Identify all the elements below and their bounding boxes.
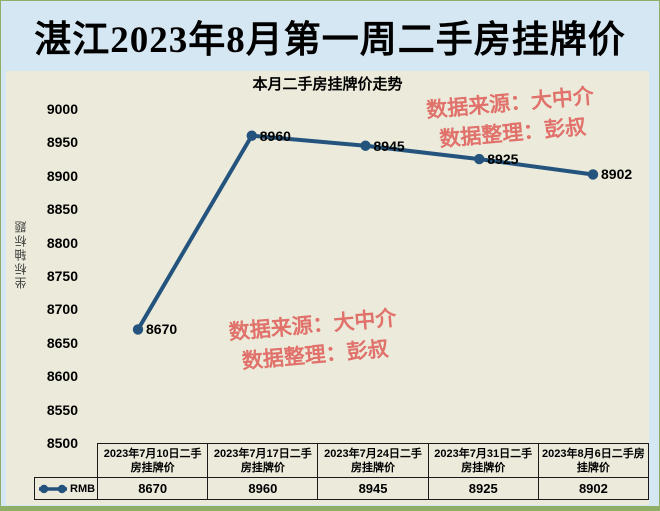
legend-cell: RMB bbox=[33, 477, 99, 500]
table-value-cell: 8925 bbox=[427, 477, 539, 500]
y-tick-label: 8750 bbox=[46, 268, 78, 284]
data-point-marker bbox=[587, 169, 599, 180]
chart-title: 本月二手房挂牌价走势 bbox=[252, 76, 403, 93]
y-tick-label: 8550 bbox=[46, 401, 78, 418]
data-point-label: 8902 bbox=[601, 166, 633, 183]
table-value-cell: 8960 bbox=[207, 477, 319, 500]
data-point-marker bbox=[474, 153, 485, 165]
y-tick-label: 8600 bbox=[46, 368, 78, 385]
table-header-row: 2023年7月10日二手房挂牌价 2023年7月17日二手房挂牌价 2023年7月2… bbox=[35, 443, 650, 478]
table-header-cell: 2023年7月31日二手房挂牌价 bbox=[427, 443, 539, 478]
y-tick-label: 9000 bbox=[46, 101, 78, 117]
legend-line-marker-icon bbox=[39, 484, 67, 493]
y-tick-label: 8900 bbox=[46, 167, 78, 184]
price-line bbox=[136, 133, 594, 331]
y-tick-label: 8800 bbox=[46, 234, 78, 251]
data-point-label: 8960 bbox=[259, 127, 291, 144]
legend-series-label: RMB bbox=[70, 482, 96, 495]
y-tick-label: 8500 bbox=[46, 435, 78, 451]
table-header-cell: 2023年7月10日二手房挂牌价 bbox=[97, 443, 209, 478]
data-point-label: 8925 bbox=[487, 151, 519, 168]
data-point-marker bbox=[246, 130, 257, 141]
table-header-cell: 2023年8月6日二手房挂牌价 bbox=[537, 443, 650, 478]
y-tick-label: 8950 bbox=[46, 134, 78, 151]
table-value-row: RMB 8670 8960 8945 8925 8902 bbox=[33, 477, 650, 500]
chart-panel: 本月二手房挂牌价走势 坐标轴标题 9000 8950 8900 8850 8800 875… bbox=[6, 71, 650, 505]
table-value-cell: 8902 bbox=[537, 477, 650, 500]
table-header-cell: 2023年7月17日二手房挂牌价 bbox=[207, 443, 319, 478]
y-tick-label: 8850 bbox=[46, 201, 78, 218]
table-corner-spacer bbox=[35, 444, 98, 478]
data-table: 2023年7月10日二手房挂牌价 2023年7月17日二手房挂牌价 2023年7月2… bbox=[33, 443, 650, 500]
page-title: 湛江2023年8月第一周二手房挂牌价 bbox=[34, 20, 626, 61]
y-tick-label: 8650 bbox=[46, 334, 78, 351]
table-value-cell: 8945 bbox=[317, 477, 429, 500]
data-point-label: 8945 bbox=[373, 137, 405, 154]
data-point-marker bbox=[360, 140, 371, 151]
table-header-cell: 2023年7月24日二手房挂牌价 bbox=[317, 443, 429, 478]
line-plot bbox=[132, 130, 599, 335]
data-point-label: 8670 bbox=[146, 321, 178, 338]
y-tick-label: 8700 bbox=[46, 301, 78, 318]
title-banner: 湛江2023年8月第一周二手房挂牌价 bbox=[1, 1, 659, 71]
data-point-marker bbox=[132, 324, 144, 335]
table-value-cell: 8670 bbox=[97, 477, 209, 500]
